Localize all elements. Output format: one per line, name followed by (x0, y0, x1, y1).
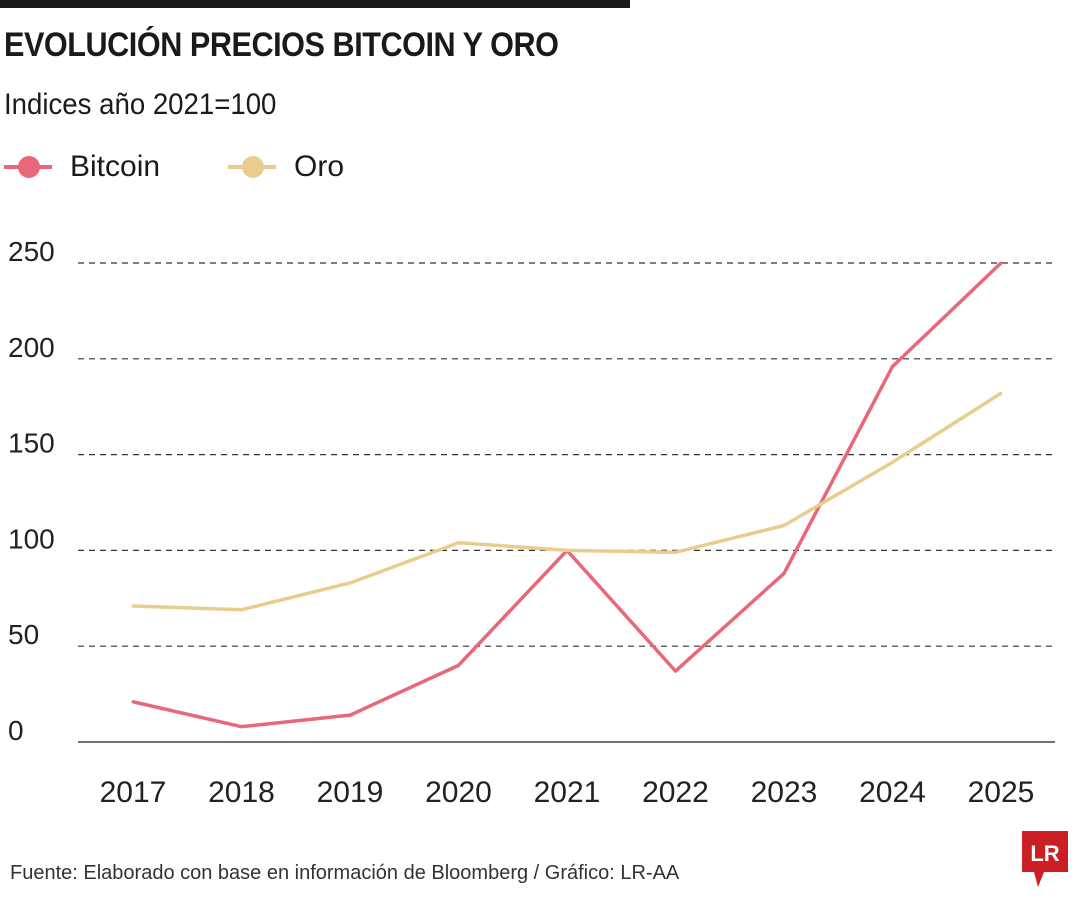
y-tick-label: 200 (8, 332, 55, 363)
data-point-bitcoin (999, 261, 1003, 265)
data-point-oro (782, 523, 786, 527)
data-point-oro (457, 541, 460, 545)
data-point-bitcoin (674, 669, 677, 673)
svg-text:LR: LR (1030, 841, 1059, 866)
series-line-bitcoin (132, 261, 1003, 729)
x-tick-label: 2020 (425, 776, 492, 809)
y-tick-label: 100 (8, 523, 55, 554)
x-tick-label: 2023 (751, 776, 818, 809)
y-tick-label: 50 (8, 619, 39, 650)
legend-label-bitcoin: Bitcoin (70, 150, 161, 183)
data-point-bitcoin (240, 725, 243, 729)
data-point-oro (674, 550, 677, 554)
data-point-oro (565, 548, 569, 552)
lr-logo: LR (1022, 831, 1068, 887)
data-point-oro (240, 608, 243, 612)
legend-swatch-oro (228, 156, 276, 178)
data-point-oro (999, 391, 1003, 395)
top-rule (0, 0, 630, 8)
data-point-bitcoin (131, 700, 135, 704)
data-point-bitcoin (891, 364, 894, 368)
data-point-bitcoin (782, 571, 786, 575)
y-tick-label: 150 (8, 428, 55, 459)
legend-item-bitcoin: Bitcoin (4, 150, 160, 184)
data-point-bitcoin (457, 663, 460, 667)
legend-item-oro: Oro (228, 150, 344, 184)
chart-subtitle: Indices año 2021=100 (4, 88, 277, 121)
x-tick-label: 2019 (317, 776, 384, 809)
line-chart: 0 50 100 150 200 250 2017 2018 2019 2020 2021 2022 2… (8, 236, 1055, 809)
x-tick-label: 2018 (208, 776, 275, 809)
x-tick-label: 2022 (642, 776, 709, 809)
x-tick-label: 2021 (534, 776, 601, 809)
data-point-oro (131, 604, 135, 608)
source-note: Fuente: Elaborado con base en informació… (10, 862, 680, 884)
y-tick-label: 0 (8, 715, 24, 746)
x-tick-label: 2024 (859, 776, 926, 809)
legend-label-oro: Oro (294, 150, 345, 183)
y-tick-label: 250 (8, 236, 55, 267)
chart-title: EVOLUCIÓN PRECIOS BITCOIN Y ORO (4, 26, 559, 64)
x-tick-label: 2025 (968, 776, 1035, 809)
series-line-oro (132, 391, 1002, 612)
x-tick-label: 2017 (100, 776, 167, 809)
data-point-oro (348, 581, 352, 585)
data-point-bitcoin (348, 713, 352, 717)
legend-swatch-bitcoin (4, 156, 52, 178)
data-point-oro (891, 460, 894, 464)
